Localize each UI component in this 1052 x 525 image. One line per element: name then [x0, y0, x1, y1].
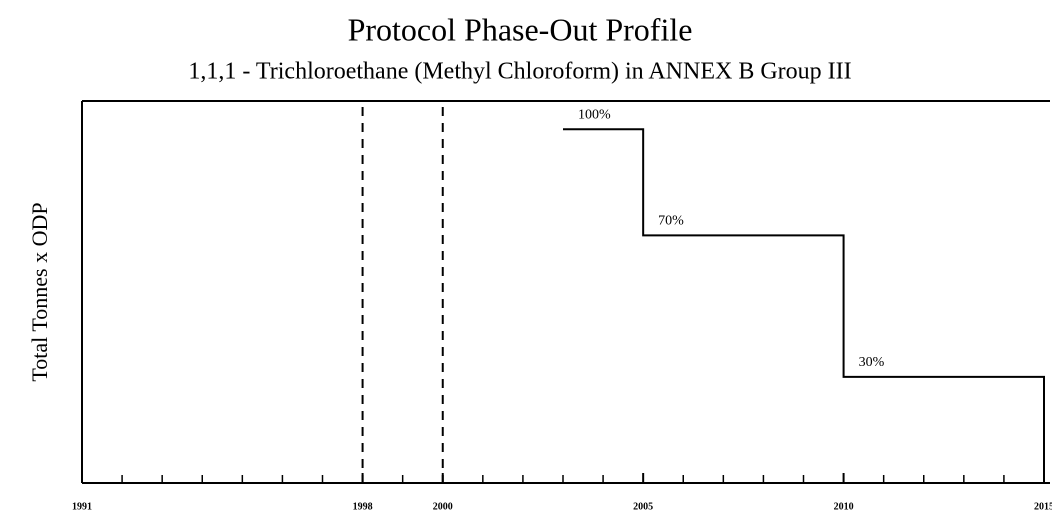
plot-frame [81, 100, 1050, 484]
x-tick-label: 2010 [834, 501, 854, 512]
x-tick-label: 1998 [353, 501, 373, 512]
chart-title: Protocol Phase-Out Profile [348, 11, 693, 47]
y-axis-label: Total Tonnes x ODP [27, 202, 52, 381]
x-tick-label: 2015 [1034, 501, 1052, 512]
step-line [563, 128, 1045, 483]
x-tick-label: 2005 [633, 501, 653, 512]
value-label: 70% [658, 214, 684, 229]
chart-subtitle: 1,1,1 - Trichloroethane (Methyl Chlorofo… [188, 59, 851, 85]
x-tick-label: 2000 [433, 501, 453, 512]
x-tick-label: 1991 [72, 501, 92, 512]
value-label: 100% [578, 108, 611, 123]
value-label: 30% [859, 355, 885, 370]
